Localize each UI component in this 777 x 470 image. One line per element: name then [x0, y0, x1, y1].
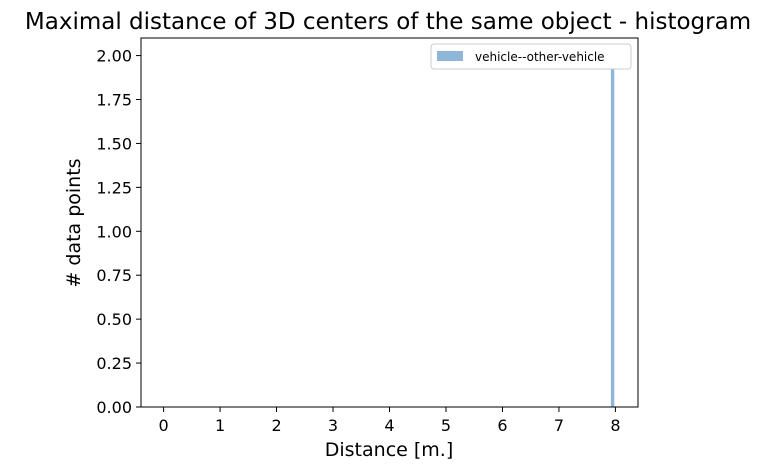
x-tick-label: 3	[328, 416, 338, 435]
legend-label: vehicle--other-vehicle	[475, 50, 605, 64]
x-axis-ticks: 0 1 2 3 4 5 6 7 8	[158, 407, 621, 435]
x-tick-label: 4	[384, 416, 394, 435]
y-tick-label: 0.25	[96, 354, 132, 373]
legend-box	[430, 43, 632, 70]
y-tick-label: 1.50	[96, 134, 132, 153]
legend-swatch	[437, 51, 463, 61]
y-tick-label: 1.75	[96, 91, 132, 110]
plot-frame	[140, 37, 639, 408]
bars-group	[610, 55, 615, 407]
x-axis-label: Distance [m.]	[325, 439, 454, 461]
legend: vehicle--other-vehicle	[430, 43, 632, 70]
y-tick-label: 0.75	[96, 266, 132, 285]
x-tick-label: 7	[554, 416, 564, 435]
x-tick-label: 5	[441, 416, 451, 435]
y-tick-label: 1.25	[96, 178, 132, 197]
x-tick-label: 8	[610, 416, 620, 435]
y-axis-ticks: 0.00 0.25 0.50 0.75 1.00 1.25 1.50 1.75 2.00	[96, 47, 141, 417]
y-tick-label: 0.00	[96, 398, 132, 417]
x-tick-label: 6	[497, 416, 507, 435]
y-tick-label: 2.00	[96, 47, 132, 66]
y-tick-label: 0.50	[96, 310, 132, 329]
y-axis-label: # data points	[63, 158, 85, 287]
x-tick-label: 2	[271, 416, 281, 435]
y-tick-label: 1.00	[96, 222, 132, 241]
x-tick-label: 0	[158, 416, 168, 435]
x-tick-label: 1	[215, 416, 225, 435]
chart-title: Maximal distance of 3D centers of the sa…	[25, 9, 751, 35]
histogram-bar	[610, 55, 615, 407]
